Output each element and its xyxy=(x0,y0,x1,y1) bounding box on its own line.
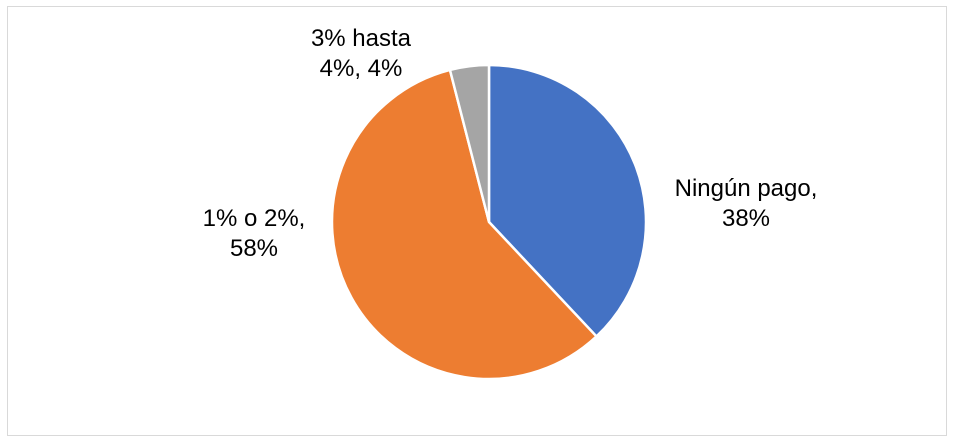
pie-slice-3 xyxy=(448,63,491,224)
pie-slice-2 xyxy=(330,68,598,381)
slice-label-line: Ningún pago, xyxy=(675,175,818,202)
slice-label-1: Ningún pago, 38% xyxy=(675,175,818,232)
slice-label-2: 1% o 2%, 58% xyxy=(203,205,306,262)
slice-label-line: 38% xyxy=(722,205,770,232)
slice-label-line: 1% o 2%, xyxy=(203,205,306,232)
pie-slices xyxy=(330,63,648,381)
slice-label-line: 3% hasta xyxy=(311,25,412,52)
slice-label-line: 4%, 4% xyxy=(320,55,403,82)
pie-slice-1 xyxy=(487,63,648,338)
slice-label-3: 3% hasta 4%, 4% xyxy=(311,25,412,82)
pie-labels: Ningún pago, 38% 1% o 2%, 58% 3% hasta 4%, 4% xyxy=(203,25,818,262)
slice-label-line: 58% xyxy=(230,235,278,262)
